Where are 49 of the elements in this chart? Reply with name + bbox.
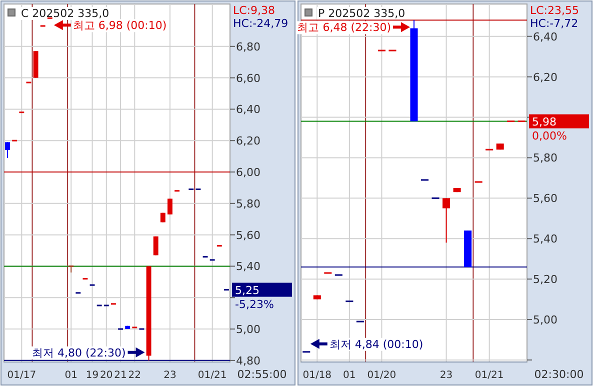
y-tick-label: 6,80 (236, 40, 260, 54)
y-tick-label: 5,60 (533, 192, 558, 206)
annotation: 최고 6,48 (22:30) (297, 21, 391, 34)
x-tick-label: 01/17 (7, 370, 36, 381)
x-tick-label: 23 (164, 370, 176, 381)
x-tick-label: 22 (128, 370, 142, 381)
text: LC:23,55 (530, 4, 580, 17)
y-tick-label: 6,20 (236, 134, 260, 148)
y-tick-label: 5,60 (236, 228, 260, 242)
y-tick-label: 6,40 (533, 30, 558, 44)
annotation: 최고 6,98 (00:10) (72, 19, 167, 32)
text: 5,25 (235, 284, 260, 297)
candlestick (5, 142, 10, 158)
y-tick-label: 6,40 (236, 103, 260, 116)
text: 5,98 (532, 115, 556, 128)
x-tick-label: 01/20 (367, 370, 396, 381)
text: -5,23% (235, 298, 274, 311)
y-tick-label: 6,60 (236, 72, 260, 85)
x-tick-label: 01 (343, 370, 356, 381)
y-tick-label: 5,80 (236, 197, 260, 210)
annotation: 최저 4,80 (22:30) (32, 346, 126, 360)
y-tick-label: 5,40 (533, 232, 558, 246)
annotation: 최저 4,84 (00:10) (329, 338, 424, 351)
text: 0,00% (532, 129, 567, 142)
chart-title: C 202502 335,0 (21, 7, 110, 20)
y-tick-label: 5,40 (236, 260, 260, 274)
x-tick-label: 01/21 (474, 370, 504, 381)
text: HC:-24,79 (233, 17, 288, 30)
candlestick (442, 198, 450, 244)
y-tick-label: 5,00 (533, 314, 558, 327)
x-tick-label: 01/18 (302, 370, 332, 381)
text: HC:-7,72 (530, 17, 578, 30)
x-tick-label: 01 (64, 370, 78, 381)
x-tick-label: 19 (86, 370, 99, 381)
y-tick-label: 4,80 (236, 354, 260, 368)
x-tick-label: 21 (114, 370, 127, 381)
y-tick-label: 5,20 (533, 273, 558, 286)
text: LC:9,38 (233, 4, 276, 17)
y-tick-label: 6,20 (533, 70, 558, 84)
text: 02:55:00 (237, 368, 287, 381)
x-tick-label: 20 (100, 370, 113, 381)
y-tick-label: 6,00 (236, 166, 260, 180)
x-tick-label: 01/21 (198, 370, 227, 381)
x-tick-label: 23 (440, 370, 453, 381)
y-tick-label: 5,00 (236, 323, 260, 336)
text: 02:30:00 (534, 368, 584, 381)
candlestick (167, 198, 172, 215)
chart-title: P 202502 335,0 (318, 7, 406, 20)
y-tick-label: 5,80 (533, 152, 558, 165)
